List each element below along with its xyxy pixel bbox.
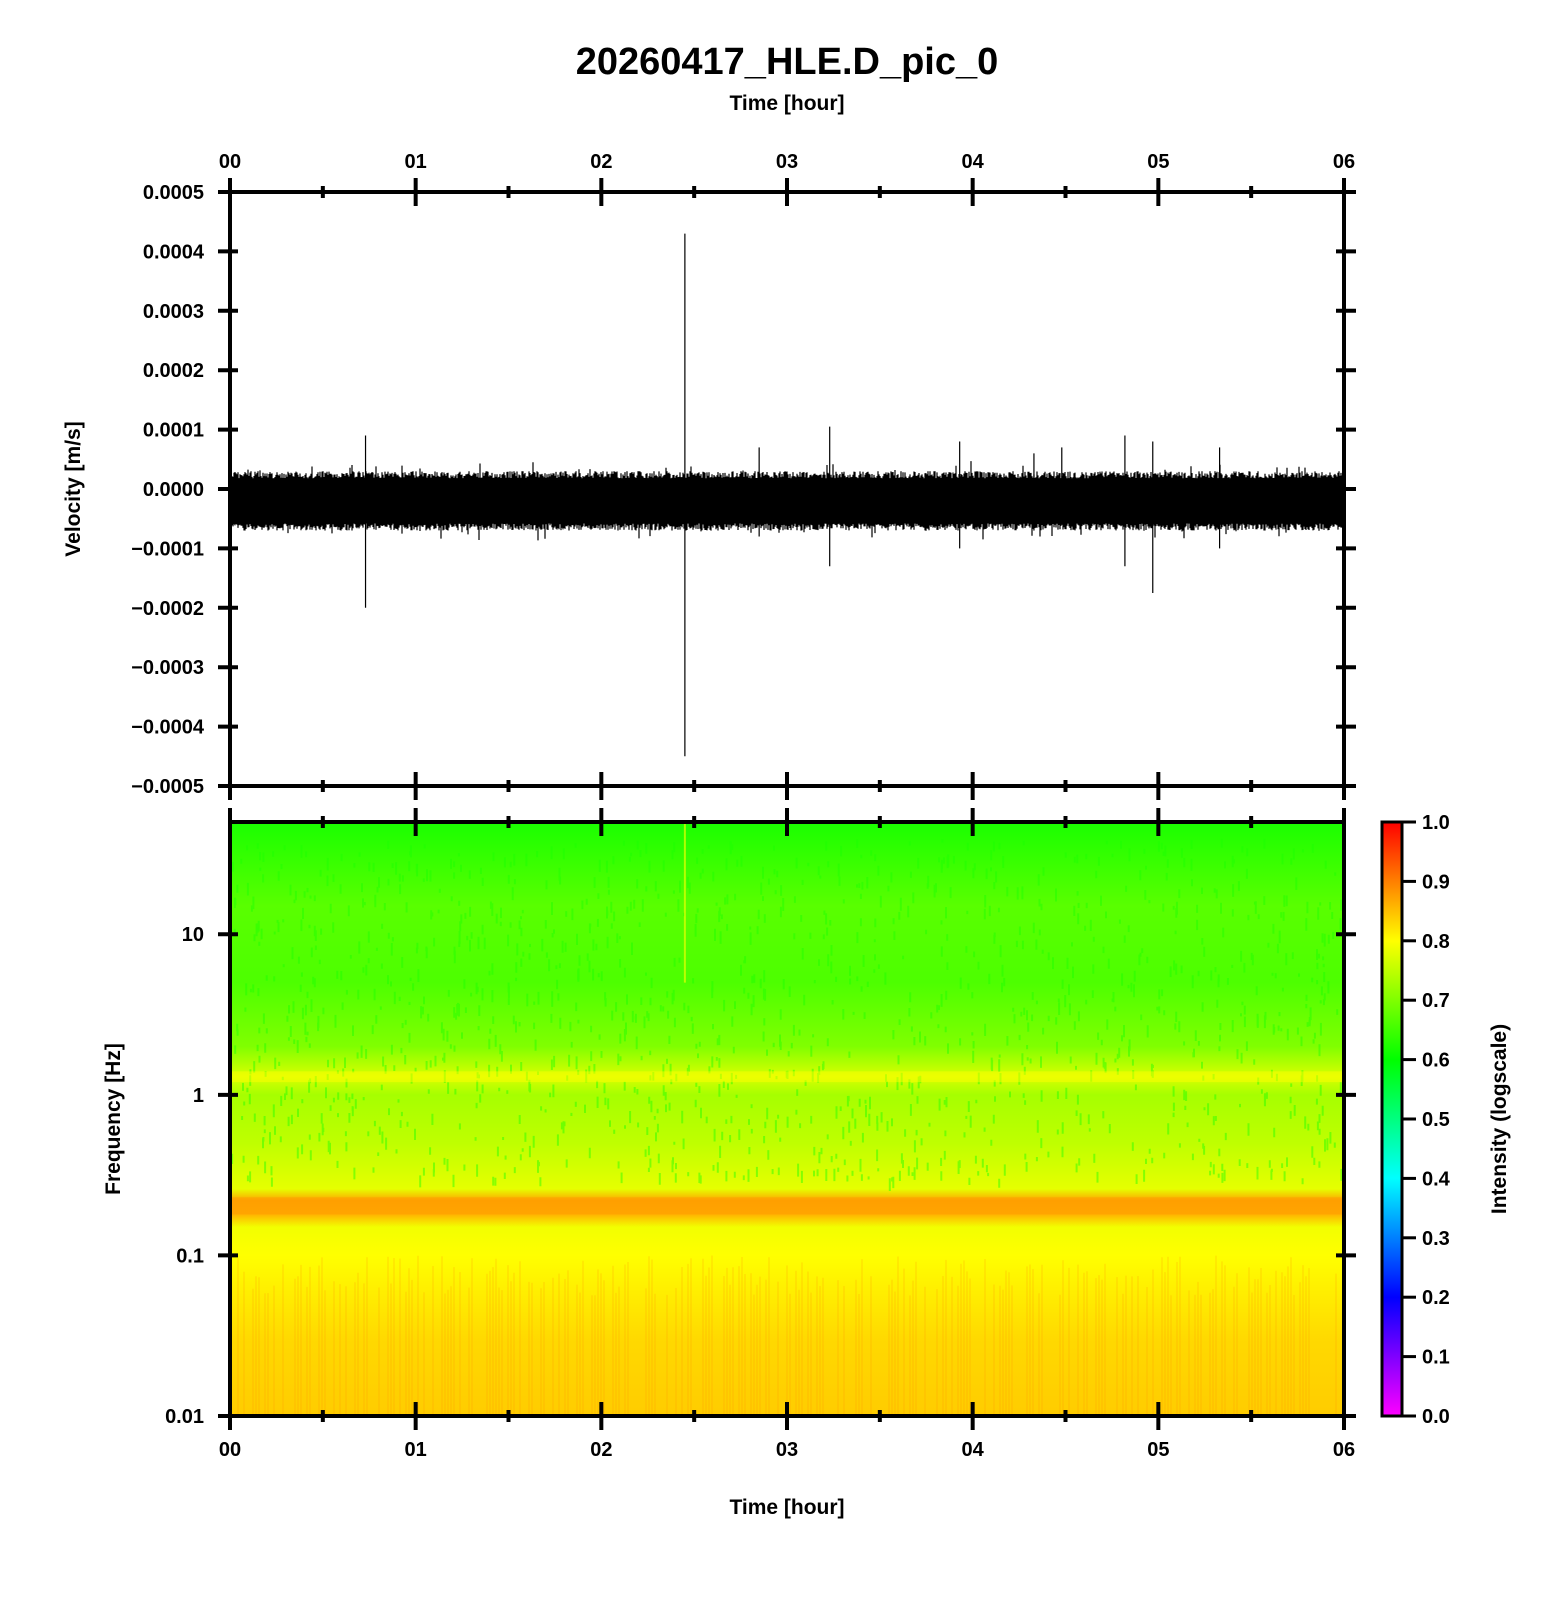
spectrogram-low-freq-texture: [237, 1255, 1337, 1414]
colorbar-tick-label: 0.3: [1422, 1228, 1450, 1250]
colorbar-tick-label: 0.4: [1422, 1168, 1451, 1190]
waveform-core-band: [230, 481, 1344, 519]
spectrogram-y-axis: 10 1 0.1 0.01: [165, 924, 1356, 1428]
x-tick-label: 01: [405, 151, 427, 173]
colorbar-tick-label: 0.0: [1422, 1406, 1450, 1428]
colorbar-ticks: 1.0 0.9 0.8 0.7 0.6 0.5 0.4 0.3 0.2 0.1 0.0: [1402, 812, 1451, 1428]
waveform-panel: 00 01 02 03 04 05 06 0.00050.00040.00030.00020…: [62, 151, 1356, 800]
spectrogram-heatmap: [230, 822, 1344, 1416]
colorbar-gradient: [1380, 820, 1404, 1418]
y-tick-label: 0.0005: [143, 182, 204, 204]
spectrogram-1hz-band: [230, 1071, 1344, 1083]
y-tick-label: 0.0003: [143, 301, 204, 323]
waveform-x-ticks: 00 01 02 03 04 05 06: [219, 151, 1355, 800]
x-tick-label: 04: [962, 1439, 985, 1461]
y-tick-label: 0.1: [176, 1245, 204, 1267]
x-tick-label: 02: [590, 1439, 612, 1461]
waveform-y-axis: 0.0005 0.0004 0.0003 0.0002 0.0001 0.0000 −0.0…: [131, 182, 1356, 798]
spectrogram-panel: 00 01 02 03 04 05 06 10 1 0.1 0.01 Frequency [Hz]…: [102, 808, 1356, 1519]
x-tick-label: 05: [1147, 1439, 1169, 1461]
x-tick-label: 00: [219, 151, 241, 173]
x-tick-label: 03: [776, 151, 798, 173]
colorbar-tick-label: 0.7: [1422, 990, 1450, 1012]
y-tick-label: −0.0001: [131, 538, 204, 560]
x-tick-label: 02: [590, 151, 612, 173]
y-tick-label: 0.0002: [143, 360, 204, 382]
spectrogram-speckle: [231, 838, 1343, 1191]
y-tick-label: 0.0001: [143, 420, 204, 442]
spectrogram-texture: [230, 824, 1344, 1414]
y-tick-label: 0.01: [165, 1406, 204, 1428]
x-tick-label: 06: [1333, 151, 1355, 173]
x-tick-label: 05: [1147, 151, 1169, 173]
colorbar-tick-label: 0.1: [1422, 1347, 1450, 1369]
colorbar: 1.0 0.9 0.8 0.7 0.6 0.5 0.4 0.3 0.2 0.1 0.0 Intens…: [1380, 812, 1511, 1428]
x-tick-label: 06: [1333, 1439, 1355, 1461]
x-tick-label: 04: [962, 151, 985, 173]
y-tick-label: 10: [182, 924, 204, 946]
y-tick-label: −0.0003: [131, 657, 204, 679]
waveform-y-axis-label: Velocity [m/s]: [62, 421, 85, 556]
y-tick-label: 0.0004: [143, 241, 205, 263]
x-tick-label: 00: [219, 1439, 241, 1461]
colorbar-tick-label: 0.5: [1422, 1109, 1450, 1131]
top-x-axis-label: Time [hour]: [729, 92, 844, 115]
spectrogram-microseism-band: [230, 1197, 1344, 1215]
spectrogram-y-axis-label: Frequency [Hz]: [102, 1043, 125, 1195]
y-tick-label: 1: [193, 1085, 204, 1107]
spectrogram-x-ticks: 00 01 02 03 04 05 06: [219, 808, 1355, 1461]
chart-title: 20260417_HLE.D_pic_0: [576, 41, 999, 83]
colorbar-label: Intensity (logscale): [1488, 1024, 1511, 1214]
colorbar-tick-label: 0.2: [1422, 1287, 1450, 1309]
waveform-trace: [230, 233, 1344, 757]
y-tick-label: −0.0005: [131, 776, 204, 798]
colorbar-tick-label: 0.9: [1422, 871, 1450, 893]
y-tick-label: 0.0000: [143, 479, 204, 501]
x-tick-label: 03: [776, 1439, 798, 1461]
x-tick-label: 01: [405, 1439, 427, 1461]
y-tick-label: −0.0004: [131, 717, 205, 739]
bottom-x-axis-label: Time [hour]: [729, 1496, 844, 1519]
colorbar-tick-label: 0.8: [1422, 931, 1450, 953]
y-tick-label: −0.0002: [131, 598, 204, 620]
colorbar-tick-label: 0.6: [1422, 1050, 1450, 1072]
colorbar-tick-label: 1.0: [1422, 812, 1450, 834]
